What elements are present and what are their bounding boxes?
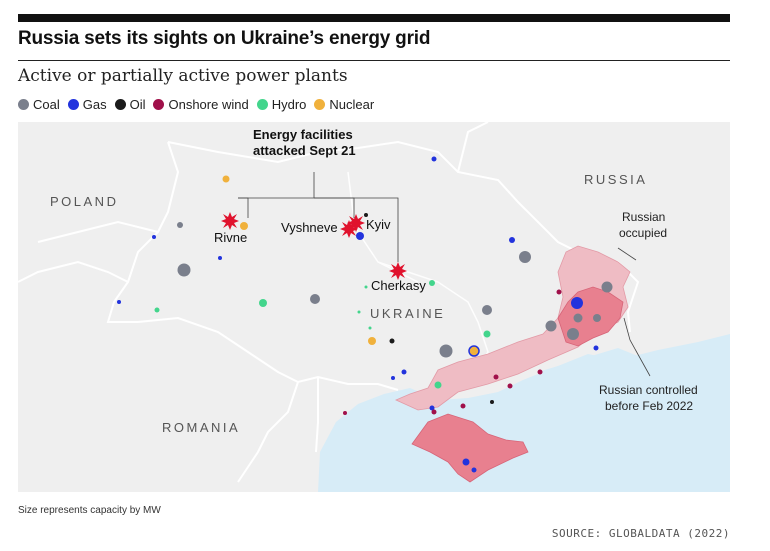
ukraine-map: RUSSIA POLAND UKRAINE ROMANIA Energy fac… [18, 122, 730, 492]
hydro-plant [154, 307, 160, 313]
attack-marker-rivne [221, 212, 239, 230]
page-subtitle: Active or partially active power plants [18, 66, 348, 86]
hydro-plant [434, 381, 442, 389]
gas-dot-icon [67, 99, 79, 110]
legend-item-gas: Gas [67, 97, 107, 112]
gas-plant [431, 156, 437, 162]
coal-plant [601, 281, 613, 293]
legend-item-hydro: Hydro [256, 97, 307, 112]
legend-label: Oil [129, 97, 146, 112]
coal-plant [573, 313, 583, 323]
wind-plant [537, 369, 543, 375]
gas-plant [391, 376, 395, 380]
legend-item-onshore-wind: Onshore wind [153, 97, 249, 112]
coal-plant [593, 314, 601, 322]
coal-plant [177, 263, 191, 277]
nuclear-plant [368, 337, 376, 345]
nuclear-plant [240, 222, 248, 230]
coal-plant [310, 294, 320, 304]
legend-item-oil: Oil [114, 97, 146, 112]
coal-plant [439, 344, 453, 358]
country-label-russia: RUSSIA [584, 172, 647, 187]
hydro-plant [364, 285, 368, 289]
site-label-cherkasy: Cherkasy [371, 278, 426, 293]
country-label-romania: ROMANIA [162, 420, 240, 435]
oil-plant [389, 338, 395, 344]
site-label-kyiv: Kyiv [366, 217, 391, 232]
wind-plant [556, 289, 562, 295]
gas-plant [401, 369, 407, 375]
attack-markers [221, 212, 407, 280]
oil-plant [364, 213, 368, 217]
black-sea [318, 334, 730, 492]
callout-lines [238, 172, 651, 377]
gas-plant [152, 235, 156, 239]
oil-plant [490, 400, 494, 404]
sea-of-azov [538, 348, 638, 398]
wind-plant [343, 411, 347, 415]
legend-item-nuclear: Nuclear [314, 97, 374, 112]
country-label-ukraine: UKRAINE [370, 306, 445, 321]
gas-plant [218, 256, 222, 260]
coal-dot-icon [18, 99, 29, 110]
russian-occupied-region [395, 245, 631, 411]
gas-plant [509, 237, 515, 243]
top-bar [18, 14, 730, 22]
legend-label: Coal [33, 97, 60, 112]
gas-plant [571, 297, 583, 309]
hydro-plant [429, 280, 435, 286]
hydro-plant [483, 330, 491, 338]
occupied-label-line-2: occupied [619, 226, 667, 240]
oil-dot-icon [114, 99, 126, 110]
legend-label: Hydro [271, 97, 307, 112]
gas-plant [471, 467, 477, 473]
nuclear-plant [468, 345, 480, 357]
gas-plant [356, 232, 364, 240]
coal-plant [482, 305, 492, 315]
source-credit: SOURCE: GLOBALDATA (2022) [551, 527, 730, 540]
nuclear-dot-icon [314, 99, 326, 110]
coal-plant [567, 328, 579, 340]
hydro-plant [357, 310, 361, 314]
site-label-rivne: Rivne [214, 230, 247, 245]
gas-plant [117, 300, 121, 304]
occupied-label-line-1: Russian [622, 210, 665, 224]
page-title: Russia sets its sights on Ukraine’s ener… [18, 28, 431, 49]
legend-label: Nuclear [329, 97, 375, 112]
gas-plant [429, 405, 435, 411]
hydro-plant [259, 299, 267, 307]
wind-plant [507, 383, 513, 389]
coal-plant [545, 320, 557, 332]
legend: Coal Gas Oil Onshore wind Hydro Nuclear [18, 97, 382, 112]
hydro-plant [368, 326, 372, 330]
wind-plant [493, 374, 499, 380]
site-label-vyshneve: Vyshneve [281, 220, 338, 235]
country-borders [18, 122, 640, 483]
legend-label: Gas [82, 97, 107, 112]
controlled-label-line-1: Russian controlled [599, 383, 698, 397]
wind-dot-icon [153, 99, 165, 110]
wind-plant [460, 403, 466, 409]
coal-plant [519, 251, 531, 263]
hydro-dot-icon [256, 99, 268, 110]
legend-label: Onshore wind [168, 97, 249, 112]
power-plants [117, 156, 613, 473]
annotation-line-1: Energy facilities [253, 127, 353, 142]
country-label-poland: POLAND [50, 194, 118, 209]
attack-marker-kyiv [347, 214, 365, 232]
coal-plant [177, 222, 183, 228]
annotation-line-2: attacked Sept 21 [253, 143, 356, 158]
nuclear-plant [222, 175, 230, 183]
crimea-region [411, 413, 529, 483]
title-divider [18, 60, 730, 61]
attack-marker-cherkasy [389, 262, 407, 280]
wind-plant [431, 409, 437, 415]
legend-item-coal: Coal [18, 97, 60, 112]
size-note: Size represents capacity by MW [18, 505, 161, 516]
gas-plant [462, 458, 470, 466]
gas-plant [593, 345, 599, 351]
controlled-label-line-2: before Feb 2022 [605, 399, 693, 413]
